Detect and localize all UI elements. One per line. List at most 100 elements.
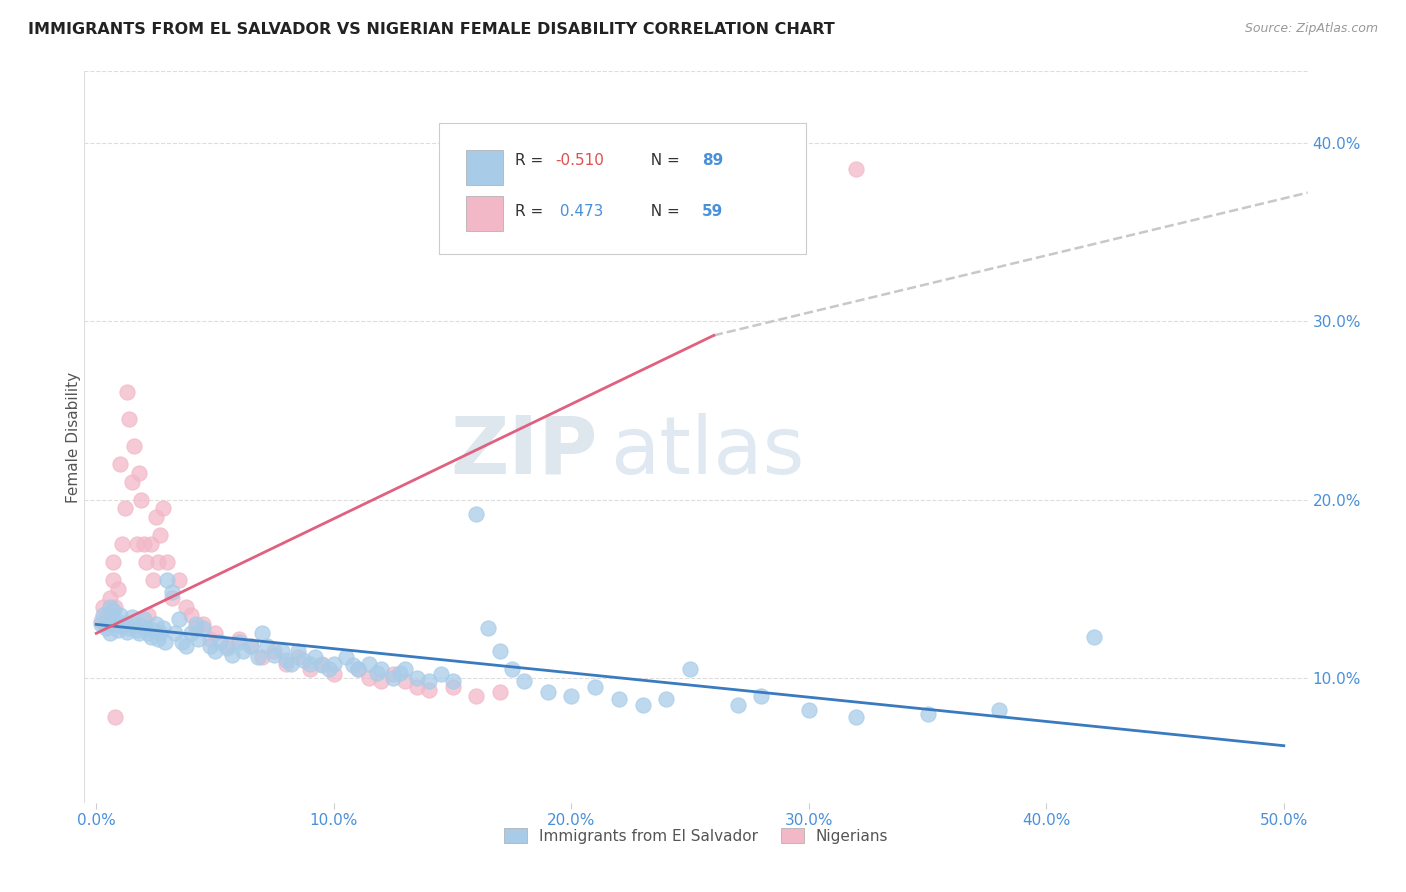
Point <box>142 623 165 637</box>
Point <box>145 617 167 632</box>
Point <box>122 439 145 453</box>
Point <box>987 703 1010 717</box>
Point <box>298 662 321 676</box>
Point <box>162 585 184 599</box>
Point <box>346 662 368 676</box>
Point <box>655 692 678 706</box>
Point <box>125 623 148 637</box>
Point <box>322 667 344 681</box>
Point <box>382 671 405 685</box>
Point <box>239 639 262 653</box>
Point <box>311 658 333 673</box>
Point <box>270 644 292 658</box>
Point <box>304 649 326 664</box>
Point <box>465 689 488 703</box>
Point <box>256 639 278 653</box>
Text: R =: R = <box>515 204 548 219</box>
Text: ZIP: ZIP <box>451 413 598 491</box>
Point <box>170 635 193 649</box>
Point <box>215 640 238 655</box>
Point <box>287 644 309 658</box>
Point <box>100 591 122 605</box>
Point <box>406 671 429 685</box>
Point <box>228 632 250 646</box>
Point <box>501 662 523 676</box>
Point <box>727 698 749 712</box>
Point <box>252 626 274 640</box>
Point <box>298 657 321 671</box>
Point <box>394 662 416 676</box>
Point <box>359 657 381 671</box>
Point <box>406 680 429 694</box>
Point <box>536 685 558 699</box>
Point <box>215 639 238 653</box>
Point <box>156 573 179 587</box>
Point <box>122 617 145 632</box>
Text: 59: 59 <box>702 204 723 219</box>
Point <box>156 555 179 569</box>
Point <box>477 621 499 635</box>
Point <box>107 582 129 596</box>
Point <box>97 614 120 628</box>
Point <box>100 617 122 632</box>
Point <box>152 621 174 635</box>
Point <box>107 623 129 637</box>
Point <box>311 657 333 671</box>
Point <box>149 626 172 640</box>
Point <box>153 635 176 649</box>
Point <box>560 689 582 703</box>
Point <box>204 626 226 640</box>
Point <box>111 537 134 551</box>
Point <box>322 657 344 671</box>
Point <box>104 612 127 626</box>
Point <box>180 626 202 640</box>
Point <box>441 674 464 689</box>
Point <box>200 639 222 653</box>
Point <box>94 617 117 632</box>
Text: R =: R = <box>515 153 548 168</box>
Point <box>389 665 412 680</box>
Point <box>114 501 136 516</box>
Point <box>191 617 214 632</box>
Point <box>100 599 122 614</box>
Point <box>239 639 262 653</box>
Point <box>366 665 388 680</box>
Point <box>138 608 160 623</box>
Point <box>104 599 127 614</box>
Point <box>441 680 464 694</box>
Point <box>252 649 274 664</box>
Point <box>418 674 440 689</box>
Point <box>101 603 124 617</box>
Point <box>184 621 207 635</box>
Point <box>263 644 285 658</box>
Text: 89: 89 <box>702 153 723 168</box>
Point <box>489 685 512 699</box>
Point <box>111 619 134 633</box>
Text: N =: N = <box>641 204 685 219</box>
Point <box>228 635 250 649</box>
Point <box>276 657 298 671</box>
Point <box>246 649 269 664</box>
Point <box>232 644 254 658</box>
Point <box>208 635 231 649</box>
Point <box>104 710 127 724</box>
Point <box>93 608 115 623</box>
Text: N =: N = <box>641 153 685 168</box>
Point <box>146 555 169 569</box>
Point <box>93 599 115 614</box>
Point <box>359 671 381 685</box>
Point <box>138 626 160 640</box>
Point <box>131 492 153 507</box>
Point <box>191 621 214 635</box>
Point <box>176 639 198 653</box>
Point <box>394 674 416 689</box>
Point <box>132 612 155 626</box>
Point <box>139 537 162 551</box>
Point <box>429 667 451 681</box>
Point <box>162 591 184 605</box>
Point <box>94 621 117 635</box>
Point <box>121 475 143 489</box>
FancyBboxPatch shape <box>465 195 503 231</box>
Point <box>125 537 148 551</box>
Text: Source: ZipAtlas.com: Source: ZipAtlas.com <box>1244 22 1378 36</box>
